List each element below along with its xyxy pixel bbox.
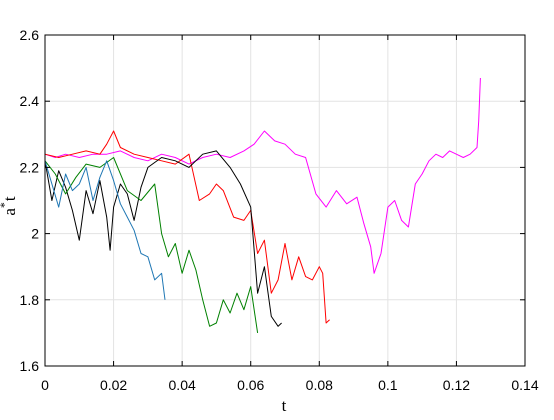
tick-labels: 0 0.02 0.04 0.06 0.08 0.1 0.12 0.14 1.6 1.8 2 2.2 2.… — [20, 27, 539, 393]
y-tick-label: 2 — [31, 226, 39, 242]
y-axis-title-base: a — [0, 208, 19, 216]
y-tick-label: 1.6 — [20, 358, 40, 374]
axes — [44, 34, 526, 367]
x-tick-label: 0.1 — [378, 377, 398, 393]
series-line-1 — [44, 77, 481, 274]
series-layer — [44, 77, 481, 333]
x-tick-label: 0.12 — [443, 377, 470, 393]
y-axis-title-sup: * — [0, 202, 11, 208]
svg-text:a*t: a*t — [0, 196, 19, 216]
series-line-4 — [44, 157, 259, 333]
series-line-5 — [44, 160, 166, 300]
y-axis-title: a*t — [0, 196, 19, 216]
x-axis-title: t — [282, 396, 287, 415]
series-line-3 — [44, 150, 282, 327]
y-tick-label: 1.8 — [20, 292, 40, 308]
y-tick-label: 2.6 — [20, 27, 40, 43]
y-axis-title-sub: t — [0, 196, 19, 201]
series-line-2 — [44, 130, 330, 324]
y-tick-label: 2.4 — [20, 93, 40, 109]
x-tick-label: 0.04 — [169, 377, 196, 393]
plot-frame — [44, 34, 526, 367]
x-tick-label: 0.08 — [306, 377, 333, 393]
x-tick-label: 0 — [41, 377, 49, 393]
x-tick-label: 0.06 — [237, 377, 264, 393]
x-tick-label: 0.14 — [511, 377, 538, 393]
y-tick-label: 2.2 — [20, 159, 40, 175]
x-tick-label: 0.02 — [100, 377, 127, 393]
